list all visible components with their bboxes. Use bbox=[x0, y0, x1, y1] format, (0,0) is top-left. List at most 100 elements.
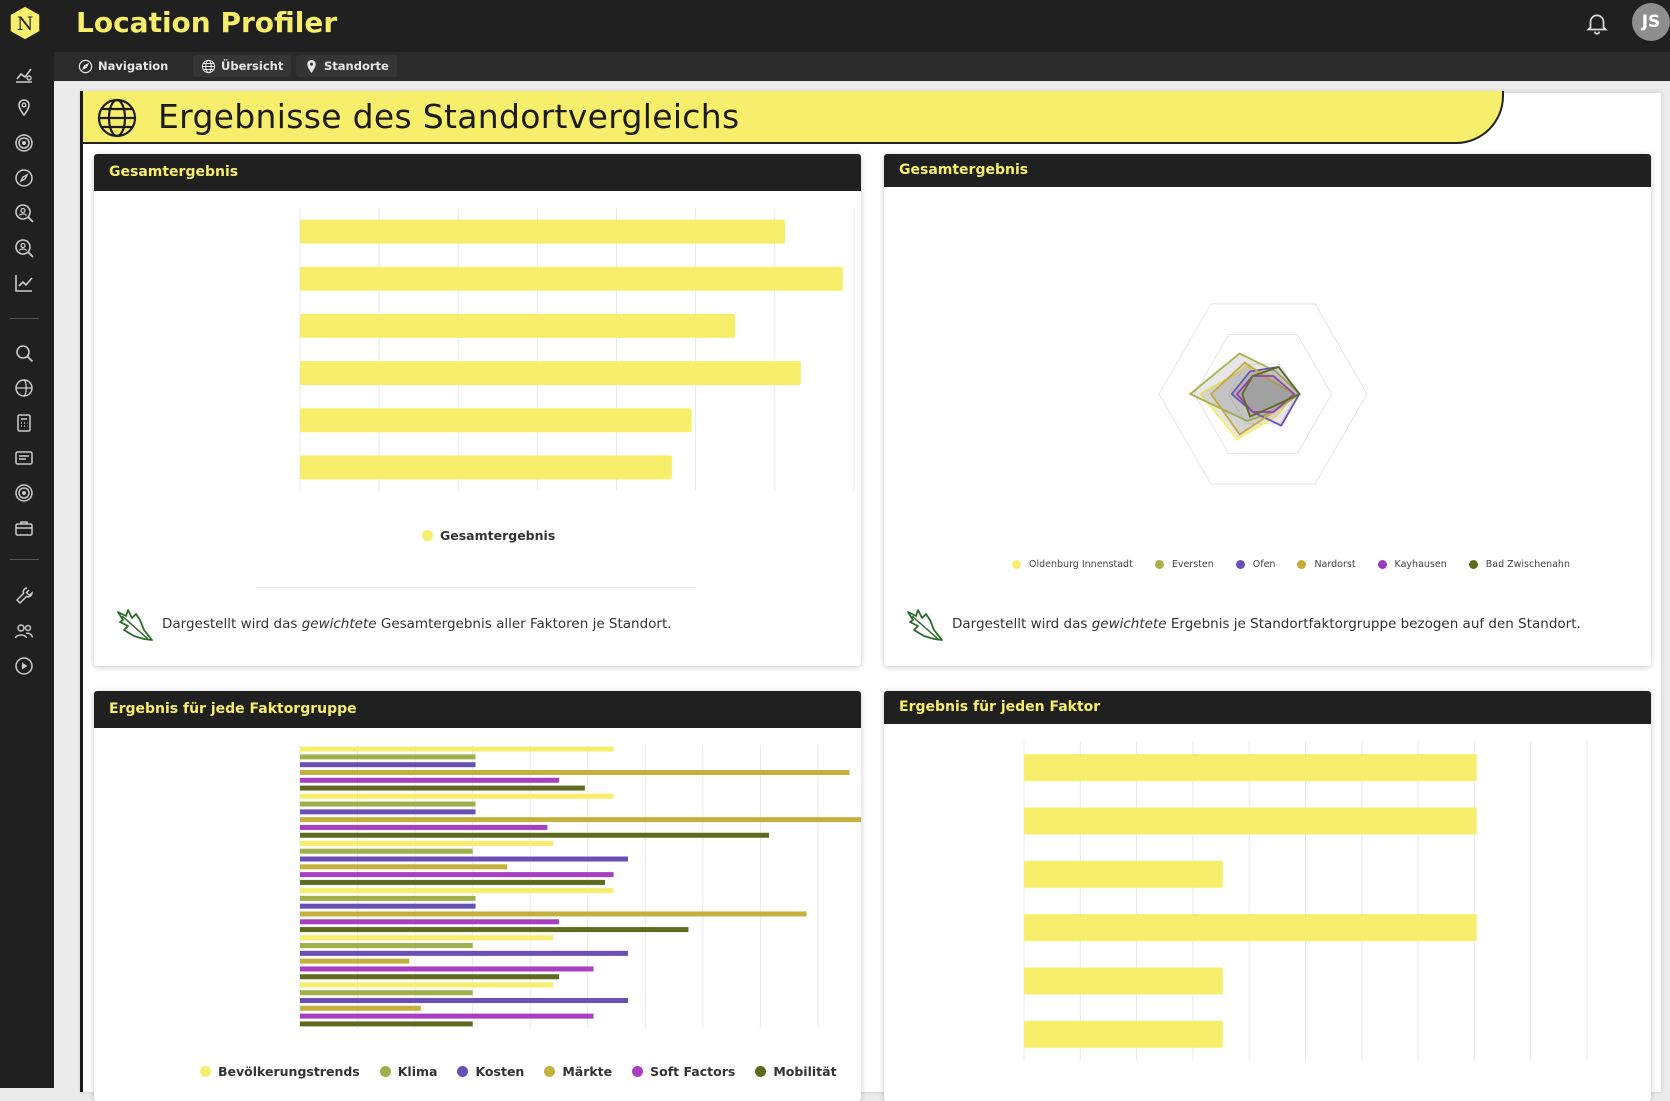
compass-icon[interactable] bbox=[13, 167, 35, 189]
legend-label: Bevölkerungstrends bbox=[218, 1064, 360, 1079]
legend-label: Ofen bbox=[1252, 559, 1276, 570]
legend-item[interactable]: Klima bbox=[379, 1064, 438, 1079]
bar bbox=[300, 856, 629, 862]
legend-label: Nardorst bbox=[1314, 559, 1356, 570]
legend-item[interactable]: Bad Zwischenahn bbox=[1468, 559, 1570, 570]
legend-item[interactable]: Ofen bbox=[1235, 559, 1276, 570]
bar bbox=[300, 872, 614, 878]
page-title: Ergebnisse des Standortvergleichs bbox=[158, 97, 740, 136]
chart-people-icon[interactable] bbox=[13, 63, 35, 85]
legend-item[interactable]: Kayhausen bbox=[1377, 559, 1447, 570]
bar bbox=[300, 266, 843, 291]
bar bbox=[300, 1013, 594, 1019]
bar bbox=[300, 817, 861, 823]
target-icon[interactable] bbox=[13, 482, 35, 504]
legend-item[interactable]: Eversten bbox=[1154, 559, 1214, 570]
radar-grid bbox=[1158, 303, 1368, 485]
bar bbox=[300, 754, 476, 760]
pin-icon[interactable] bbox=[13, 97, 35, 119]
legend-label: Soft Factors bbox=[650, 1064, 736, 1079]
legend-item[interactable]: Gesamtergebnis bbox=[422, 528, 555, 543]
bar bbox=[1024, 754, 1477, 782]
bar bbox=[300, 313, 736, 338]
leaf-mascot-icon bbox=[117, 609, 153, 641]
target-icon[interactable] bbox=[13, 132, 35, 154]
bar bbox=[300, 879, 605, 885]
radar-chart bbox=[1158, 303, 1368, 485]
legend-label: Oldenburg Innenstadt bbox=[1029, 559, 1133, 570]
trend-chart-icon[interactable] bbox=[13, 272, 35, 294]
card-title: Gesamtergebnis bbox=[884, 154, 1651, 187]
legend-item[interactable]: Märkte bbox=[544, 1064, 612, 1079]
bar bbox=[300, 785, 585, 791]
legend-swatch bbox=[200, 1066, 211, 1077]
calculator-icon[interactable] bbox=[13, 412, 35, 434]
bar bbox=[300, 219, 786, 244]
bar bbox=[300, 832, 769, 838]
bar bbox=[300, 919, 559, 925]
legend-swatch bbox=[422, 530, 433, 541]
bar bbox=[1024, 1020, 1223, 1048]
card-factor-results: Ergebnis für jeden Faktor bbox=[884, 691, 1651, 1101]
play-icon[interactable] bbox=[13, 655, 35, 677]
bar bbox=[300, 895, 476, 901]
note-text: Dargestellt wird das gewichtete Gesamter… bbox=[162, 616, 672, 632]
logo-icon[interactable]: N bbox=[9, 5, 41, 41]
globe-icon bbox=[97, 98, 137, 138]
briefcase-icon[interactable] bbox=[13, 517, 35, 539]
legend-item[interactable]: Oldenburg Innenstadt bbox=[1012, 559, 1133, 570]
bar bbox=[300, 888, 614, 894]
legend-item[interactable]: Nardorst bbox=[1297, 559, 1356, 570]
bar bbox=[300, 408, 692, 433]
radar-grid bbox=[1193, 334, 1333, 454]
bar bbox=[300, 824, 548, 830]
search-icon[interactable] bbox=[13, 342, 35, 364]
compass-icon bbox=[78, 59, 93, 73]
legend-item[interactable]: Kosten bbox=[457, 1064, 524, 1079]
legend-item[interactable]: Mobilität bbox=[755, 1064, 837, 1079]
card-title: Ergebnis für jede Faktorgruppe bbox=[94, 691, 861, 728]
pin-icon bbox=[307, 59, 316, 73]
search-person-icon[interactable] bbox=[13, 237, 35, 259]
logo-letter: N bbox=[17, 13, 34, 35]
legend-swatch bbox=[755, 1066, 767, 1077]
bar bbox=[300, 777, 559, 783]
subnav-navigation[interactable]: Navigation bbox=[70, 55, 176, 77]
legend-item[interactable]: Soft Factors bbox=[632, 1064, 735, 1079]
legend-label: Klima bbox=[397, 1064, 438, 1079]
subnav-uebersicht[interactable]: Übersicht bbox=[193, 55, 292, 77]
sub-navigation: Navigation Übersicht Standorte bbox=[54, 52, 1670, 81]
globe-icon[interactable] bbox=[13, 377, 35, 399]
bar bbox=[300, 801, 476, 807]
bar bbox=[300, 966, 594, 972]
bar bbox=[300, 990, 473, 996]
wrench-icon[interactable] bbox=[13, 585, 35, 607]
divider bbox=[256, 587, 696, 588]
bar bbox=[300, 864, 508, 870]
bar bbox=[300, 361, 801, 386]
list-icon[interactable] bbox=[13, 447, 35, 469]
page-title-banner bbox=[80, 91, 1504, 144]
bar bbox=[1024, 967, 1223, 995]
bar bbox=[300, 911, 807, 917]
people-icon[interactable] bbox=[13, 620, 35, 642]
legend-label: Kayhausen bbox=[1394, 559, 1447, 570]
legend-item[interactable]: Bevölkerungstrends bbox=[200, 1064, 360, 1079]
legend-swatch bbox=[1012, 560, 1021, 569]
legend-swatch bbox=[1297, 560, 1307, 569]
search-person-icon[interactable] bbox=[13, 202, 35, 224]
card-group-results: Ergebnis für jede Faktorgruppe Bevölkeru… bbox=[94, 691, 861, 1101]
bar bbox=[300, 809, 476, 815]
subnav-label: Übersicht bbox=[221, 59, 284, 73]
user-avatar[interactable]: JS bbox=[1632, 3, 1670, 41]
legend-swatch bbox=[1377, 560, 1387, 569]
chart-note: Dargestellt wird das gewichtete Gesamter… bbox=[114, 606, 672, 642]
bar bbox=[300, 935, 554, 941]
bar bbox=[300, 943, 473, 949]
subnav-label: Standorte bbox=[324, 59, 389, 73]
bar bbox=[300, 455, 672, 480]
bar bbox=[300, 974, 559, 980]
subnav-standorte[interactable]: Standorte bbox=[296, 55, 397, 77]
bell-icon[interactable] bbox=[1584, 10, 1610, 36]
bar bbox=[1024, 860, 1223, 888]
